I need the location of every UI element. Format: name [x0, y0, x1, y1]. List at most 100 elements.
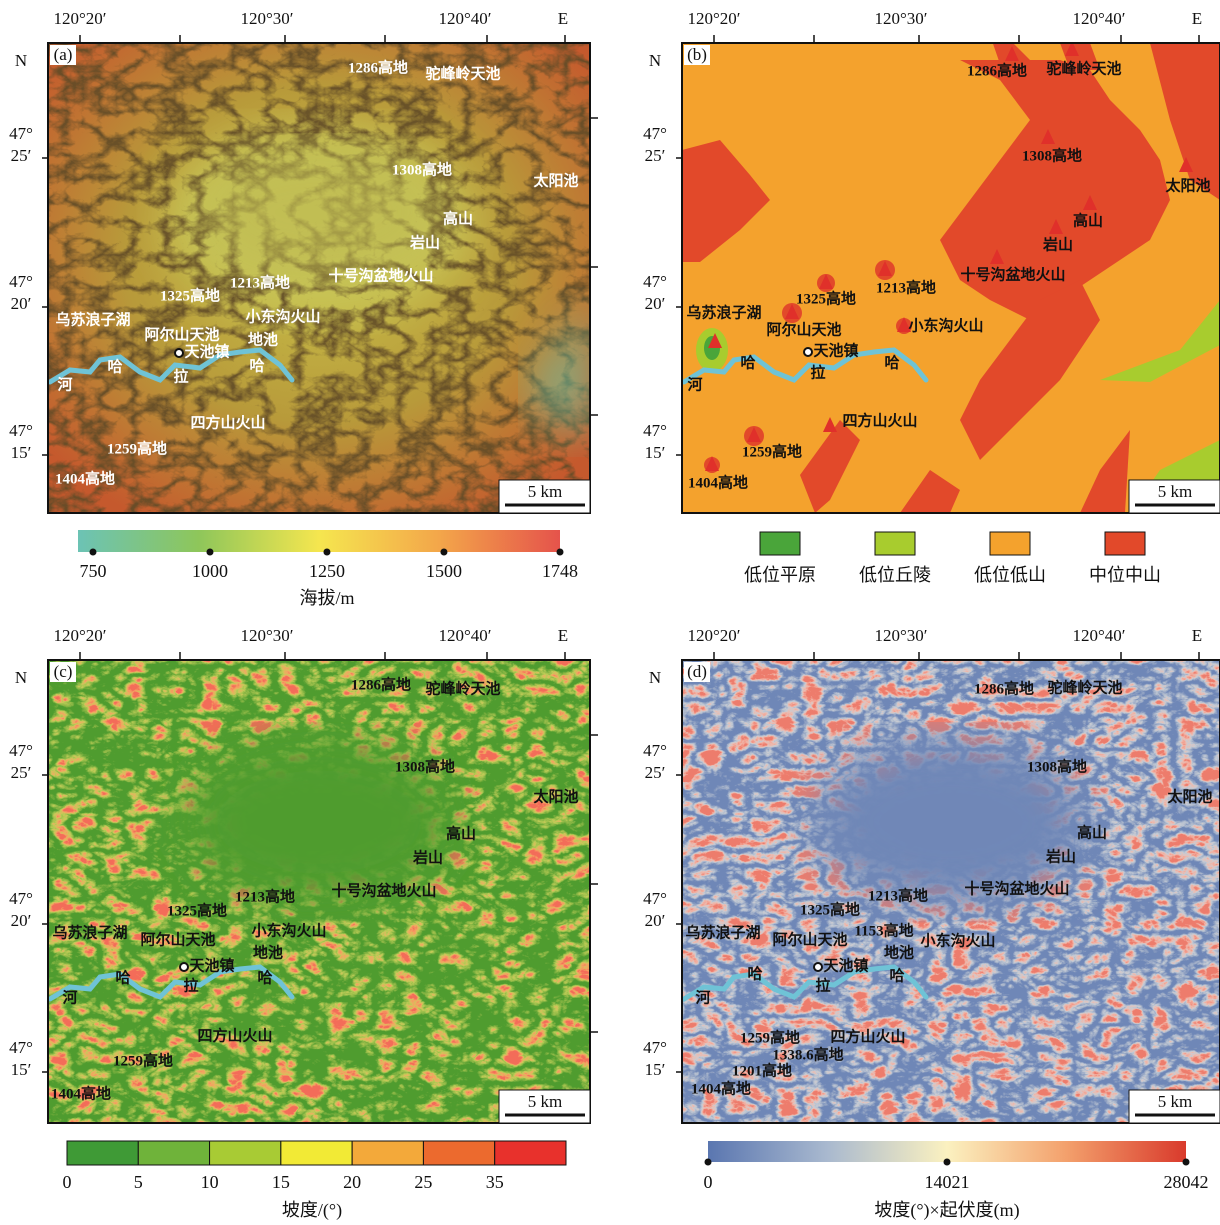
- legend-label: 低位平原: [744, 565, 816, 585]
- panel-label: (c): [54, 662, 73, 681]
- lon-label: E: [1192, 9, 1202, 28]
- mid-mountain: [800, 420, 860, 513]
- place-label: 四方山火山: [197, 1026, 272, 1044]
- panel-label-bg: [684, 662, 710, 682]
- lat-degree: 47°: [9, 272, 33, 291]
- peak-marker: [819, 274, 833, 289]
- place-label: 1259高地: [107, 439, 167, 457]
- lat-degree: 47°: [9, 124, 33, 143]
- colorbar-tick: [323, 548, 331, 556]
- class-label: 5: [134, 1172, 143, 1192]
- legend-title: 坡度/(°): [282, 1200, 342, 1221]
- town-marker: [813, 962, 823, 972]
- panel-label-bg: [684, 45, 710, 65]
- place-label: 地池: [248, 330, 278, 348]
- place-label: 哈: [249, 356, 264, 374]
- place-label: 乌苏浪子湖: [52, 923, 127, 941]
- colorbar-label: 750: [79, 561, 106, 581]
- colorbar-label: 1250: [309, 561, 345, 581]
- peak-marker: [747, 427, 761, 442]
- peak-marker: [1179, 157, 1193, 172]
- scale-box: [498, 1089, 591, 1124]
- place-label: 哈: [740, 353, 755, 371]
- low-hill: [1100, 300, 1220, 382]
- lat-minute: 25′: [11, 146, 32, 165]
- colorbar-label: 1500: [426, 561, 462, 581]
- lat-degree: 47°: [9, 1038, 33, 1057]
- lon-label: 120°20′: [53, 9, 106, 28]
- colorbar-label: 28042: [1164, 1172, 1209, 1192]
- frame: [47, 659, 591, 1124]
- place-label: 1308高地: [1022, 146, 1082, 164]
- place-label: 1404高地: [691, 1079, 751, 1097]
- lat-degree: 47°: [643, 889, 667, 908]
- class-label: 0: [63, 1172, 72, 1192]
- scale-label: 5 km: [1158, 482, 1192, 501]
- colorbar-title: 坡度(°)×起伏度(m): [874, 1200, 1019, 1221]
- peak-marker: [705, 456, 719, 471]
- place-label: 乌苏浪子湖: [686, 303, 761, 321]
- place-label: 岩山: [409, 233, 440, 251]
- lon-label: 120°20′: [687, 9, 740, 28]
- lat-minute: 15′: [645, 1060, 666, 1079]
- place-label: 小东沟火山: [920, 931, 995, 949]
- place-label: 拉: [815, 976, 830, 994]
- place-label: 太阳池: [533, 171, 578, 189]
- place-label: 1153高地: [854, 921, 913, 939]
- colorbar-tick: [704, 1158, 712, 1166]
- colorbar-tick: [440, 548, 448, 556]
- lon-label: E: [558, 9, 568, 28]
- colorbar-tick: [1182, 1158, 1190, 1166]
- class-swatch: [422, 1140, 496, 1166]
- peak-marker: [708, 333, 722, 348]
- place-label: 四方山火山: [830, 1027, 905, 1045]
- lon-label: 120°40′: [1072, 626, 1125, 645]
- peak-marker: [990, 249, 1004, 264]
- lat-minute: 25′: [11, 763, 32, 782]
- class-label: 10: [201, 1172, 219, 1192]
- place-label: 高山: [446, 824, 476, 842]
- lat-degree: 47°: [643, 1038, 667, 1057]
- place-label: 1286高地: [348, 58, 408, 76]
- legend-swatch: [874, 531, 916, 556]
- legend-label: 低位丘陵: [859, 565, 931, 585]
- place-label: 1286高地: [974, 679, 1034, 697]
- colorbar-tick: [556, 548, 564, 556]
- place-label: 1286高地: [967, 61, 1027, 79]
- panel-label: (b): [687, 45, 707, 64]
- place-label: 驼峰岭天池: [1046, 59, 1121, 77]
- lon-label: 120°40′: [438, 9, 491, 28]
- place-label: 1325高地: [796, 289, 856, 307]
- place-label: 驼峰岭天池: [1047, 678, 1122, 696]
- map-panel: [48, 660, 590, 1123]
- peak-marker: [897, 317, 911, 332]
- place-label: 1308高地: [392, 160, 452, 178]
- place-label: 河: [687, 375, 702, 393]
- colorbar: [708, 1141, 1186, 1162]
- peak-marker: [1065, 43, 1079, 56]
- scale-label: 5 km: [528, 1092, 562, 1111]
- place-label: 驼峰岭天池: [425, 64, 500, 82]
- lon-label: 120°40′: [1072, 9, 1125, 28]
- place-label: 1404高地: [55, 469, 115, 487]
- peak-marker: [878, 261, 892, 276]
- class-swatch: [209, 1140, 282, 1166]
- lat-minute: 25′: [645, 146, 666, 165]
- lon-label: 120°30′: [240, 9, 293, 28]
- lat-degree: 47°: [643, 421, 667, 440]
- colorbar-label: 1000: [192, 561, 228, 581]
- place-label: 阿尔山天池: [144, 325, 219, 343]
- class-swatch: [137, 1140, 211, 1166]
- class-label: 25: [414, 1172, 432, 1192]
- place-label: 1201高地: [732, 1061, 792, 1079]
- place-label: 高山: [1073, 211, 1103, 229]
- class-swatch: [351, 1140, 424, 1166]
- low-mountain: [682, 43, 1220, 513]
- place-label: 1308高地: [1027, 757, 1087, 775]
- mid-mountain: [1150, 43, 1220, 200]
- frame: [681, 42, 1220, 514]
- place-label: 十号沟盆地火山: [328, 266, 433, 284]
- river: [682, 347, 929, 385]
- place-label: 哈: [747, 964, 762, 982]
- lat-degree: 47°: [643, 272, 667, 291]
